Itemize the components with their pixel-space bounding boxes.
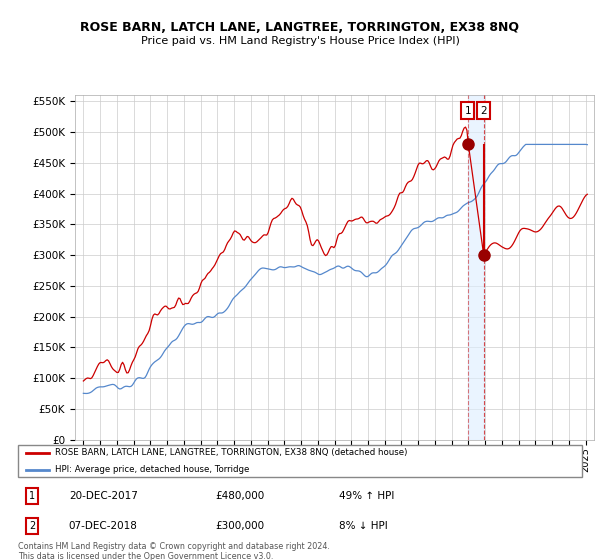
Text: ROSE BARN, LATCH LANE, LANGTREE, TORRINGTON, EX38 8NQ: ROSE BARN, LATCH LANE, LANGTREE, TORRING… [80, 21, 520, 34]
Text: £300,000: £300,000 [215, 521, 265, 531]
Text: 2: 2 [481, 106, 487, 115]
Text: ROSE BARN, LATCH LANE, LANGTREE, TORRINGTON, EX38 8NQ (detached house): ROSE BARN, LATCH LANE, LANGTREE, TORRING… [55, 448, 407, 458]
Text: HPI: Average price, detached house, Torridge: HPI: Average price, detached house, Torr… [55, 465, 249, 474]
Bar [468, 95, 484, 440]
Text: Price paid vs. HM Land Registry's House Price Index (HPI): Price paid vs. HM Land Registry's House … [140, 36, 460, 46]
FancyBboxPatch shape [18, 445, 582, 477]
Text: 2: 2 [29, 521, 35, 531]
Text: £480,000: £480,000 [215, 491, 265, 501]
Text: 20-DEC-2017: 20-DEC-2017 [69, 491, 137, 501]
Text: 8% ↓ HPI: 8% ↓ HPI [340, 521, 388, 531]
Text: 49% ↑ HPI: 49% ↑ HPI [340, 491, 395, 501]
Text: Contains HM Land Registry data © Crown copyright and database right 2024.
This d: Contains HM Land Registry data © Crown c… [18, 542, 330, 560]
Text: 1: 1 [464, 106, 471, 115]
Text: 1: 1 [29, 491, 35, 501]
Text: 07-DEC-2018: 07-DEC-2018 [69, 521, 137, 531]
